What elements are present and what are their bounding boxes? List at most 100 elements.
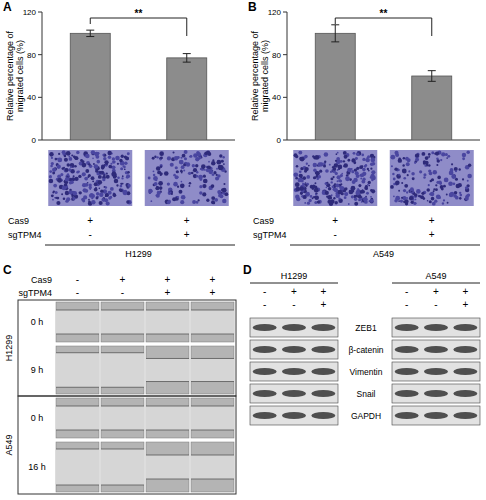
divider	[45, 245, 235, 246]
cell	[74, 165, 77, 168]
wound-edge	[146, 430, 189, 431]
cell	[52, 168, 56, 172]
band	[282, 346, 306, 353]
cell	[192, 200, 196, 204]
axis-title: Relative percentage of	[250, 30, 260, 121]
cell	[116, 184, 118, 186]
cell	[99, 201, 103, 205]
cell	[361, 190, 365, 194]
cell	[127, 200, 132, 205]
cell	[410, 187, 414, 191]
cell	[105, 195, 107, 197]
cell	[370, 158, 375, 163]
cell	[364, 165, 367, 168]
cell	[126, 200, 129, 203]
cell	[362, 178, 365, 181]
cell	[56, 201, 60, 205]
cell	[120, 167, 123, 170]
tick-label: 0	[32, 136, 37, 145]
cell	[314, 195, 319, 200]
band	[395, 412, 419, 419]
cell	[318, 162, 322, 166]
cell	[88, 163, 91, 166]
cell	[55, 191, 58, 194]
wound-edge	[56, 449, 99, 450]
cell	[153, 176, 158, 181]
cell	[344, 155, 348, 159]
cell	[183, 169, 185, 171]
cell	[94, 182, 98, 186]
cell	[199, 191, 202, 194]
wound-edge	[146, 358, 189, 359]
cell	[112, 165, 116, 169]
wound-image	[56, 302, 99, 342]
cell	[104, 173, 106, 175]
cell	[308, 165, 310, 167]
cell	[363, 197, 368, 202]
image-bg	[191, 398, 234, 438]
axis-title: Relative percentage of	[5, 30, 15, 121]
cell	[368, 185, 370, 187]
cell	[108, 165, 112, 169]
cell	[57, 158, 62, 163]
cell	[431, 151, 434, 154]
cell	[167, 182, 170, 185]
image-bg	[56, 302, 99, 342]
cell	[188, 172, 191, 175]
cell	[426, 188, 430, 192]
cell	[189, 182, 192, 185]
cell	[361, 154, 364, 157]
wound-edge	[101, 310, 144, 311]
cell	[113, 194, 117, 198]
cell	[94, 188, 98, 192]
image-bg	[101, 442, 144, 492]
wound-image	[101, 346, 144, 394]
cell	[364, 186, 368, 190]
cell	[218, 194, 221, 197]
cell	[105, 186, 107, 188]
cell	[75, 156, 79, 160]
cell-line: H1299	[125, 249, 152, 259]
cell	[299, 186, 304, 191]
blot-strip	[250, 318, 338, 337]
cell	[356, 174, 360, 178]
cell	[153, 174, 155, 176]
cell	[180, 183, 185, 188]
wound-gap	[56, 310, 99, 334]
cell	[97, 152, 100, 155]
cell	[396, 174, 401, 179]
cell	[112, 173, 115, 176]
time-label: 16 h	[28, 462, 46, 472]
cell	[398, 190, 400, 192]
cell	[428, 169, 431, 172]
cell	[401, 182, 403, 184]
cell	[437, 176, 441, 180]
cell	[296, 187, 301, 192]
condition-sign: +	[320, 299, 326, 310]
cell	[189, 156, 191, 158]
condition-sign: +	[462, 286, 468, 297]
band	[424, 346, 448, 353]
cell	[127, 184, 130, 187]
cell	[167, 200, 171, 204]
cell	[313, 176, 316, 179]
cell	[222, 156, 224, 158]
band	[311, 412, 335, 419]
band	[395, 390, 419, 397]
blot-strip	[250, 384, 338, 403]
cell	[53, 184, 57, 188]
cell	[191, 172, 194, 175]
cell	[181, 195, 186, 200]
wound-image	[101, 442, 144, 492]
wound-edge	[101, 430, 144, 431]
cell	[175, 197, 179, 201]
cell	[425, 161, 429, 165]
wound-edge	[146, 406, 189, 407]
cell	[57, 178, 61, 182]
wound-edge	[191, 310, 234, 311]
tick	[283, 12, 287, 13]
cell	[70, 166, 72, 168]
protein-label: Vimentin	[350, 367, 383, 377]
wound-edge	[191, 430, 234, 431]
cell	[325, 182, 328, 185]
